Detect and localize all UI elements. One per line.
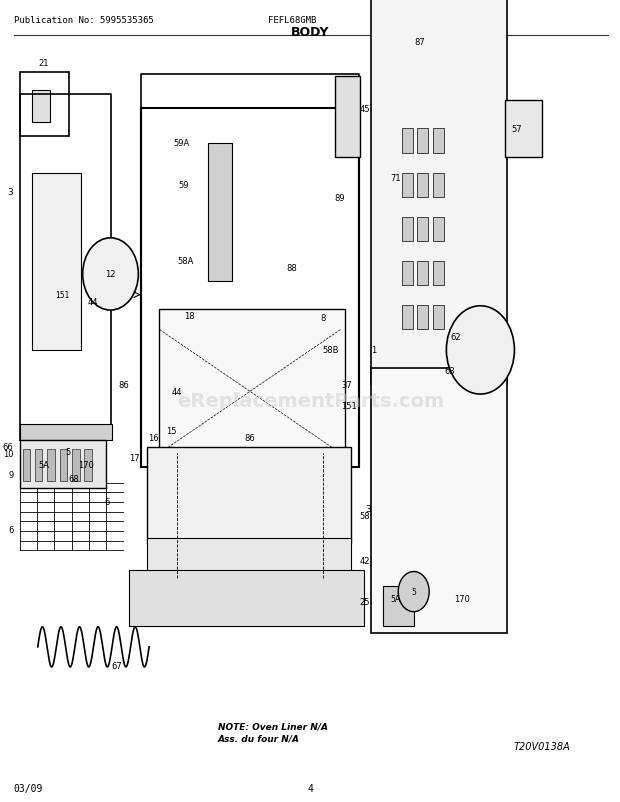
Text: 59: 59 <box>179 180 189 189</box>
Circle shape <box>398 572 429 612</box>
Text: 25: 25 <box>359 597 370 607</box>
Text: 151: 151 <box>55 291 69 300</box>
Text: 59A: 59A <box>173 139 189 148</box>
Bar <box>433 173 444 197</box>
Bar <box>60 449 67 481</box>
Bar <box>20 440 106 488</box>
Text: 87: 87 <box>414 38 425 47</box>
Text: 03/09: 03/09 <box>14 783 43 792</box>
Text: 12: 12 <box>105 270 116 279</box>
Bar <box>417 261 428 286</box>
Text: 151: 151 <box>341 401 356 410</box>
Text: 5: 5 <box>66 447 71 456</box>
Text: 37: 37 <box>341 380 352 390</box>
Bar <box>417 129 428 153</box>
Text: 4: 4 <box>308 783 314 792</box>
Text: 45: 45 <box>359 104 370 114</box>
Bar <box>433 217 444 241</box>
Text: 57: 57 <box>512 125 522 134</box>
Text: 62: 62 <box>451 332 461 341</box>
Text: 15: 15 <box>166 427 177 435</box>
Text: 1: 1 <box>371 346 376 355</box>
Circle shape <box>82 238 138 310</box>
Bar <box>22 449 30 481</box>
Bar <box>35 449 42 481</box>
Text: 18: 18 <box>184 311 195 321</box>
Text: 86: 86 <box>245 433 255 442</box>
Text: 5A: 5A <box>391 594 401 603</box>
Bar <box>129 570 364 626</box>
Bar <box>335 77 360 157</box>
Text: 68: 68 <box>69 475 79 484</box>
Text: 58B: 58B <box>323 346 339 355</box>
Bar <box>84 449 92 481</box>
Text: 170: 170 <box>454 594 470 603</box>
Text: eReplacementParts.com: eReplacementParts.com <box>177 391 445 411</box>
Text: 89: 89 <box>335 194 345 203</box>
Bar <box>20 72 69 136</box>
Text: NOTE: Oven Liner N/A: NOTE: Oven Liner N/A <box>218 721 328 731</box>
Bar <box>505 101 542 157</box>
Circle shape <box>446 306 515 395</box>
Bar <box>433 129 444 153</box>
Text: 42: 42 <box>359 557 370 565</box>
Text: 67: 67 <box>111 661 122 670</box>
Text: 21: 21 <box>38 59 49 67</box>
Text: 9: 9 <box>8 470 14 479</box>
Bar <box>32 174 81 350</box>
Text: 6: 6 <box>8 525 14 534</box>
Bar <box>402 129 413 153</box>
Text: 10: 10 <box>3 449 14 459</box>
Text: 58A: 58A <box>177 257 193 265</box>
Bar <box>32 91 50 123</box>
Bar <box>72 449 79 481</box>
Text: 88: 88 <box>286 263 297 272</box>
Bar <box>417 306 428 330</box>
Text: 86: 86 <box>118 380 129 390</box>
Text: Publication No: 5995535365: Publication No: 5995535365 <box>14 15 153 25</box>
Text: 6: 6 <box>104 498 110 507</box>
Bar <box>371 369 507 634</box>
Text: FEFL68GMB: FEFL68GMB <box>268 15 316 25</box>
Bar <box>159 310 345 454</box>
Bar <box>147 448 351 544</box>
Text: 66: 66 <box>2 443 14 452</box>
Bar <box>433 261 444 286</box>
Text: BODY: BODY <box>291 26 330 38</box>
Text: 5: 5 <box>411 587 416 597</box>
Text: 8: 8 <box>320 314 326 323</box>
Bar <box>47 449 55 481</box>
Bar <box>417 217 428 241</box>
Text: 16: 16 <box>148 433 158 442</box>
Bar <box>402 173 413 197</box>
Text: 71: 71 <box>390 173 401 183</box>
Text: 3: 3 <box>366 504 371 513</box>
Bar <box>433 306 444 330</box>
Bar <box>417 173 428 197</box>
Bar <box>20 424 112 440</box>
Bar <box>147 538 351 578</box>
Text: 63: 63 <box>445 367 456 375</box>
Bar <box>383 586 414 626</box>
Bar <box>402 217 413 241</box>
Text: Ass. du four N/A: Ass. du four N/A <box>218 733 300 743</box>
Polygon shape <box>208 144 232 282</box>
Text: 5A: 5A <box>38 461 50 470</box>
Text: 3: 3 <box>7 188 14 196</box>
Text: 44: 44 <box>172 387 182 396</box>
Text: T20V0138A: T20V0138A <box>514 741 570 751</box>
Bar <box>402 306 413 330</box>
Text: 58: 58 <box>359 512 370 520</box>
Text: 170: 170 <box>78 461 94 470</box>
Text: 17: 17 <box>130 454 140 463</box>
Text: 44: 44 <box>88 298 99 306</box>
Bar <box>371 0 507 385</box>
Bar <box>402 261 413 286</box>
